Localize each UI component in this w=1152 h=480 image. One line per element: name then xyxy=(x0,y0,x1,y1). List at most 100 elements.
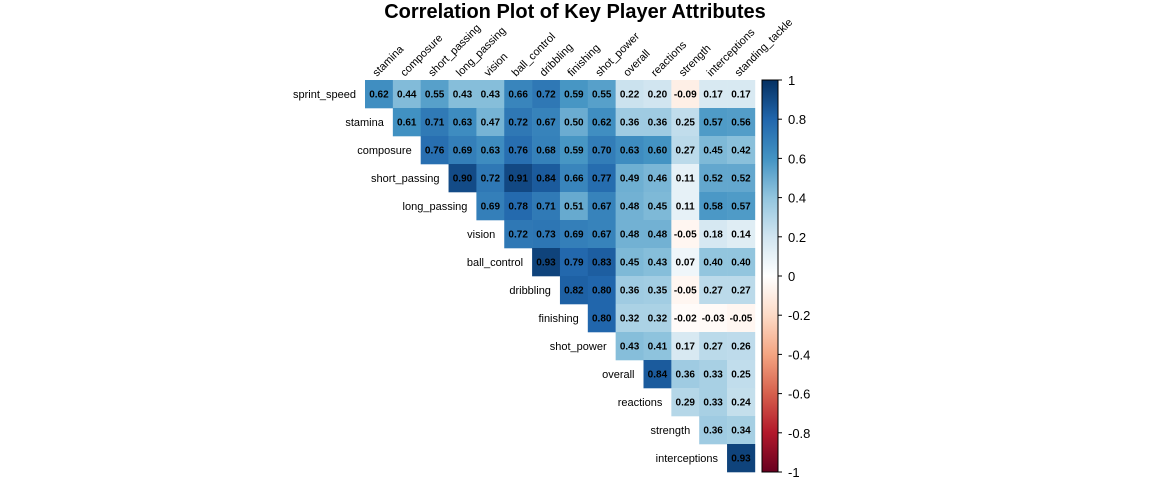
cell-value-label: 0.43 xyxy=(648,258,668,269)
heatmap-cell xyxy=(727,444,756,473)
color-bar-tick-label: 0.2 xyxy=(788,230,806,245)
cell-value-label: 0.76 xyxy=(425,146,445,157)
cell-value-label: 0.70 xyxy=(592,146,612,157)
color-bar-tick-label: 0 xyxy=(788,269,795,284)
cell-value-label: 0.77 xyxy=(592,174,612,185)
heatmap-cell xyxy=(559,192,589,221)
heatmap-cell xyxy=(643,136,672,165)
heatmap-cell xyxy=(420,80,449,109)
cell-value-label: 0.36 xyxy=(648,118,668,129)
heatmap-cell xyxy=(643,192,672,221)
color-bar-tick-label: -0.8 xyxy=(788,426,810,441)
cell-value-label: 0.60 xyxy=(648,146,668,157)
cell-value-label: 0.72 xyxy=(508,230,528,241)
cell-value-label: 0.84 xyxy=(648,370,668,381)
cell-value-label: 0.43 xyxy=(481,90,501,101)
heatmap-cell xyxy=(615,304,644,333)
color-bar-tick-label: -0.6 xyxy=(788,387,810,402)
heatmap-cell xyxy=(699,136,728,165)
row-label: overall xyxy=(602,369,634,381)
heatmap-cell xyxy=(727,332,756,361)
heatmap-cell xyxy=(643,276,672,305)
heatmap-cell xyxy=(448,136,477,165)
color-bar xyxy=(761,79,779,473)
cell-value-label: 0.91 xyxy=(508,174,528,185)
heatmap-cell xyxy=(727,136,756,165)
cell-value-label: 0.44 xyxy=(397,90,417,101)
heatmap-cell xyxy=(559,136,589,165)
heatmap-cell xyxy=(532,220,561,249)
cell-value-label: 0.25 xyxy=(731,370,751,381)
heatmap-cell xyxy=(671,80,700,109)
cell-value-label: 0.45 xyxy=(648,202,668,213)
cell-value-label: 0.72 xyxy=(481,174,501,185)
heatmap-cell xyxy=(643,220,672,249)
heatmap-cell xyxy=(699,164,728,193)
cell-value-label: 0.22 xyxy=(620,90,640,101)
cell-value-label: 0.50 xyxy=(564,118,584,129)
cell-value-label: 0.67 xyxy=(592,230,612,241)
cell-value-label: 0.69 xyxy=(564,230,584,241)
heatmap-cell xyxy=(671,108,700,137)
cell-value-label: 0.11 xyxy=(676,174,695,185)
cell-value-label: 0.52 xyxy=(703,174,723,185)
cell-value-label: 0.42 xyxy=(731,146,751,157)
cell-value-label: 0.32 xyxy=(648,314,668,325)
cell-value-label: 0.79 xyxy=(564,258,584,269)
heatmap-cell xyxy=(727,276,756,305)
cell-value-label: 0.57 xyxy=(731,202,751,213)
heatmap-cell xyxy=(699,108,728,137)
cell-value-label: 0.24 xyxy=(731,398,751,409)
heatmap-cell xyxy=(587,108,616,137)
cell-value-label: 0.55 xyxy=(425,90,445,101)
cell-value-label: 0.36 xyxy=(676,370,696,381)
heatmap-cell xyxy=(671,248,700,277)
cell-value-label: 0.71 xyxy=(536,202,556,213)
cell-value-label: 0.61 xyxy=(397,118,417,129)
cell-value-label: 0.40 xyxy=(703,258,723,269)
cell-value-label: 0.07 xyxy=(676,258,696,269)
heatmap-cell xyxy=(615,80,644,109)
heatmap-cell xyxy=(727,388,756,417)
cell-value-label: 0.56 xyxy=(731,118,751,129)
cell-value-label: 0.25 xyxy=(676,118,696,129)
heatmap-cell xyxy=(420,136,449,165)
cell-value-label: 0.48 xyxy=(620,202,640,213)
cell-value-label: 0.82 xyxy=(564,286,584,297)
heatmap-cell xyxy=(615,192,644,221)
heatmap-cell xyxy=(476,192,505,221)
cell-value-label: 0.52 xyxy=(731,174,751,185)
cell-value-label: 0.33 xyxy=(703,370,723,381)
cell-value-label: 0.27 xyxy=(731,286,751,297)
cell-value-label: 0.46 xyxy=(648,174,668,185)
heatmap-cell xyxy=(643,248,672,277)
heatmap-cell xyxy=(476,136,505,165)
heatmap-cell xyxy=(587,136,616,165)
heatmap-cell xyxy=(559,80,589,109)
heatmap-cell xyxy=(504,220,533,249)
color-bar-tick-label: 0.4 xyxy=(788,191,806,206)
cell-value-label: 0.49 xyxy=(620,174,640,185)
heatmap-cell xyxy=(643,360,672,389)
cell-value-label: 0.69 xyxy=(481,202,501,213)
cell-value-label: 0.66 xyxy=(508,90,528,101)
cell-value-label: 0.63 xyxy=(620,146,640,157)
heatmap-cell xyxy=(699,416,728,445)
heatmap-cell xyxy=(643,332,672,361)
heatmap-cell xyxy=(615,276,644,305)
cell-value-label: -0.02 xyxy=(674,314,697,325)
cell-value-label: 0.63 xyxy=(481,146,501,157)
cell-value-label: 0.36 xyxy=(703,426,723,437)
color-bar-tick-label: 1 xyxy=(788,73,795,88)
row-label: sprint_speed xyxy=(293,89,356,101)
cell-value-label: 0.29 xyxy=(676,398,696,409)
heatmap-cell xyxy=(587,220,616,249)
cell-value-label: 0.18 xyxy=(703,230,723,241)
heatmap-cell xyxy=(532,80,561,109)
cell-value-label: 0.27 xyxy=(703,342,723,353)
heatmap-cell xyxy=(476,108,505,137)
heatmap-cell xyxy=(587,192,616,221)
cell-value-label: 0.34 xyxy=(731,426,751,437)
cell-value-label: 0.45 xyxy=(620,258,640,269)
heatmap-cell xyxy=(671,136,700,165)
